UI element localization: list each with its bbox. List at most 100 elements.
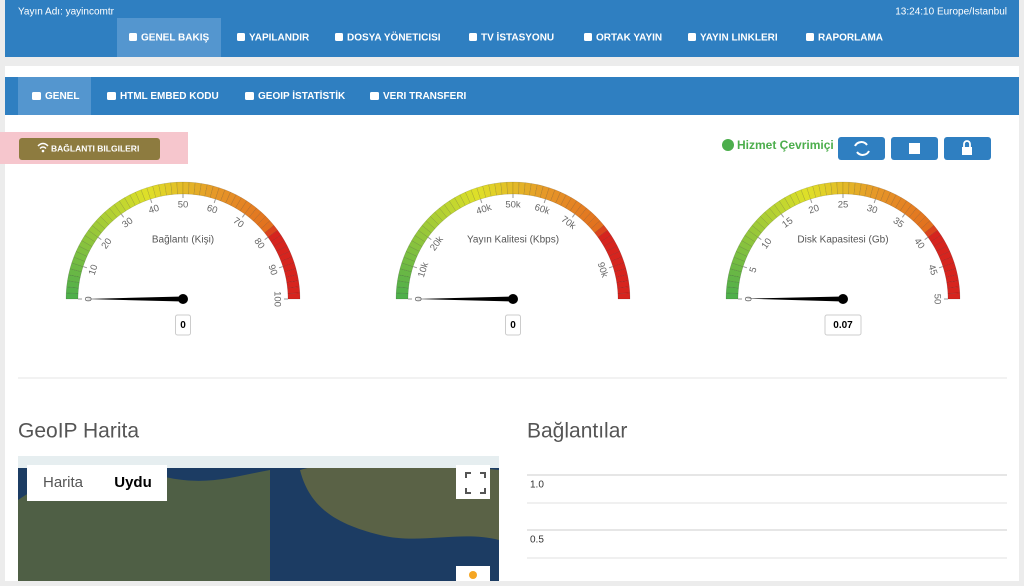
gauge-band (425, 215, 440, 230)
status-text: Hizmet Çevrimiçi (737, 138, 834, 152)
gauge-band (880, 189, 891, 204)
gauge-value-box (824, 314, 862, 336)
gauge-band (152, 184, 162, 198)
gauge-band (614, 268, 628, 278)
subnav-item[interactable]: GEOIP İSTATİSTİK (258, 89, 346, 102)
gauge-needle (745, 296, 844, 302)
gauge-band (256, 215, 271, 230)
gauge-band (230, 194, 242, 209)
map-tab[interactable]: Harita (43, 474, 84, 491)
gauge-band (795, 189, 806, 204)
gauge-tick (480, 198, 483, 204)
gauge-band (235, 197, 247, 212)
gauge-band (81, 235, 96, 247)
gauge-tick-label: 35 (891, 215, 906, 230)
gauge-band (590, 220, 605, 234)
gauge-band (864, 184, 874, 198)
gauge-needle (415, 296, 513, 302)
gauge-band (534, 184, 544, 198)
gauge-band (836, 181, 844, 195)
nav-item[interactable]: TV İSTASYONU (481, 31, 554, 44)
gauge-band (735, 245, 750, 257)
gauge-band (78, 240, 93, 252)
gauge-band (104, 207, 118, 222)
gauge-band (276, 245, 291, 257)
gauge-band (842, 181, 850, 195)
gauge-tick-label: 60k (533, 202, 551, 217)
refresh-icon (854, 141, 870, 156)
gauge-value: 0 (510, 320, 516, 331)
gauge-band (733, 251, 748, 262)
gauge-tick (241, 213, 246, 218)
gauge-tick-label: 70 (231, 215, 246, 230)
gauge-tick (780, 213, 785, 218)
gauge-tick-label: 40k (475, 202, 493, 217)
gauge-band (940, 256, 955, 267)
connections-title: Bağlantılar (527, 420, 627, 443)
wifi-icon (37, 142, 49, 150)
gauge-band (586, 215, 601, 230)
stream-name: Yayın Adı: yayincomtr (18, 7, 115, 18)
status-dot (722, 139, 734, 151)
gauge-tick-label: 15 (780, 215, 795, 230)
gauge-tick (742, 266, 748, 269)
map: Harita Uydu (18, 456, 499, 581)
nav-item[interactable]: ORTAK YAYIN (596, 33, 662, 44)
gauge-band (848, 181, 856, 195)
gauge-tick (938, 266, 944, 269)
subnav-item[interactable]: HTML EMBED KODU (120, 91, 219, 102)
gauge-band (287, 292, 301, 300)
gauge-band (830, 181, 838, 195)
nav-item[interactable]: GENEL BAKIŞ (141, 33, 209, 44)
gauge-band (500, 181, 508, 195)
connection-button-label: BAĞLANTI BILGILERI (51, 142, 139, 153)
gauge-band (947, 292, 961, 300)
map-title: GeoIP Harita (18, 420, 139, 443)
gauge-tick-label: 80 (251, 236, 266, 251)
refresh-button[interactable] (838, 137, 885, 160)
gauge-band (434, 207, 448, 222)
gauge-tick (412, 266, 418, 269)
gauge-tick (901, 213, 906, 218)
map-land (300, 462, 499, 540)
nav-item[interactable]: DOSYA YÖNETICISI (347, 31, 441, 44)
gauge-band (617, 292, 631, 300)
gauge-tick-label: 20 (807, 203, 820, 217)
gauge-band (140, 187, 151, 202)
gauge-band (287, 286, 301, 294)
gauge-band (560, 194, 572, 209)
subnav-item[interactable]: VERI TRANSFERI (383, 91, 467, 102)
gauge-tick (150, 198, 153, 204)
gauge-tick-label: 0 (744, 296, 755, 301)
gauge-band (947, 286, 961, 294)
nav-item[interactable]: YAYIN LINKLERI (700, 33, 778, 44)
gauge-band (488, 183, 497, 197)
gauge-band (182, 181, 190, 195)
nav-item[interactable]: YAPILANDIR (249, 33, 310, 44)
gauge-tick-label: 10 (759, 236, 774, 251)
gauge-band (429, 211, 444, 226)
nav-item[interactable]: RAPORLAMA (818, 33, 883, 44)
connection-button[interactable] (19, 138, 160, 160)
gauge-tick (757, 236, 762, 241)
gauge-band (789, 191, 801, 206)
gauge-title: Bağlantı (Kişi) (152, 235, 214, 246)
subnav-item[interactable]: GENEL (45, 91, 79, 102)
wifi-icon-dot (41, 149, 45, 153)
gauge-needle-hub (838, 294, 848, 304)
gauge-band (395, 292, 409, 300)
gauge-band (411, 235, 426, 247)
gauge-title: Disk Kapasitesi (Gb) (797, 235, 888, 246)
gauge-value: 0.07 (833, 320, 853, 331)
gauge-band (555, 191, 567, 206)
gauge-band (755, 215, 770, 230)
map-tab[interactable]: Uydu (114, 474, 152, 491)
gauge-band (759, 211, 774, 226)
gauge-band (408, 240, 423, 252)
gauge-band (129, 191, 141, 206)
gauge-band (95, 215, 110, 230)
gauge-needle-hub (178, 294, 188, 304)
gauge-needle-hub (508, 294, 518, 304)
gauge-band (68, 268, 82, 278)
gauge-value-box (505, 314, 521, 336)
